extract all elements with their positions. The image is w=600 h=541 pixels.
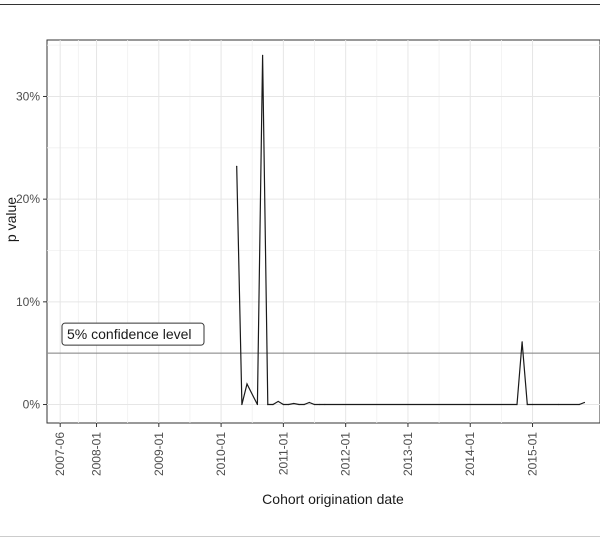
y-axis-title: p value (3, 197, 19, 242)
x-tick-label: 2013-01 (401, 432, 415, 476)
data-point (298, 404, 299, 405)
x-tick-label: 2010-01 (214, 432, 228, 476)
reference-label: 5% confidence level (62, 323, 204, 345)
data-point (293, 403, 294, 404)
data-point (278, 401, 279, 402)
data-point (324, 404, 325, 405)
data-point (319, 404, 320, 405)
data-point (288, 404, 289, 405)
x-tick-label: 2014-01 (463, 432, 477, 476)
data-point (257, 404, 258, 405)
y-axis-ticks: 0% 10% 20% 30% (16, 89, 47, 411)
data-point (527, 404, 528, 405)
data-point (241, 404, 242, 405)
x-tick-label: 2008-01 (90, 432, 104, 476)
x-axis-ticks: 2007-06 2008-01 2009-01 2010-01 2011-01 2012-… (53, 423, 539, 476)
data-point (309, 402, 310, 403)
y-tick-label: 20% (16, 192, 40, 206)
plot-panel (47, 40, 600, 423)
reference-label-text: 5% confidence level (67, 326, 192, 342)
y-tick-label: 0% (23, 398, 41, 412)
data-point (314, 404, 315, 405)
data-point (579, 404, 580, 405)
x-tick-label: 2011-01 (276, 432, 290, 475)
data-point (262, 55, 263, 56)
data-point (283, 404, 284, 405)
x-axis-title: Cohort origination date (262, 491, 404, 507)
x-tick-label: 2009-01 (152, 432, 166, 476)
data-point (584, 402, 585, 403)
data-point (246, 383, 247, 384)
data-point (272, 404, 273, 405)
data-point (558, 404, 559, 405)
data-point (236, 166, 237, 167)
y-tick-label: 30% (16, 89, 40, 103)
data-point (304, 404, 305, 405)
x-tick-label: 2012-01 (339, 432, 353, 476)
x-tick-label: 2007-06 (53, 432, 67, 476)
data-point (532, 404, 533, 405)
data-point (267, 404, 268, 405)
data-point (516, 404, 517, 405)
data-point (522, 341, 523, 342)
y-tick-label: 10% (16, 295, 40, 309)
x-tick-label: 2015-01 (526, 432, 540, 476)
